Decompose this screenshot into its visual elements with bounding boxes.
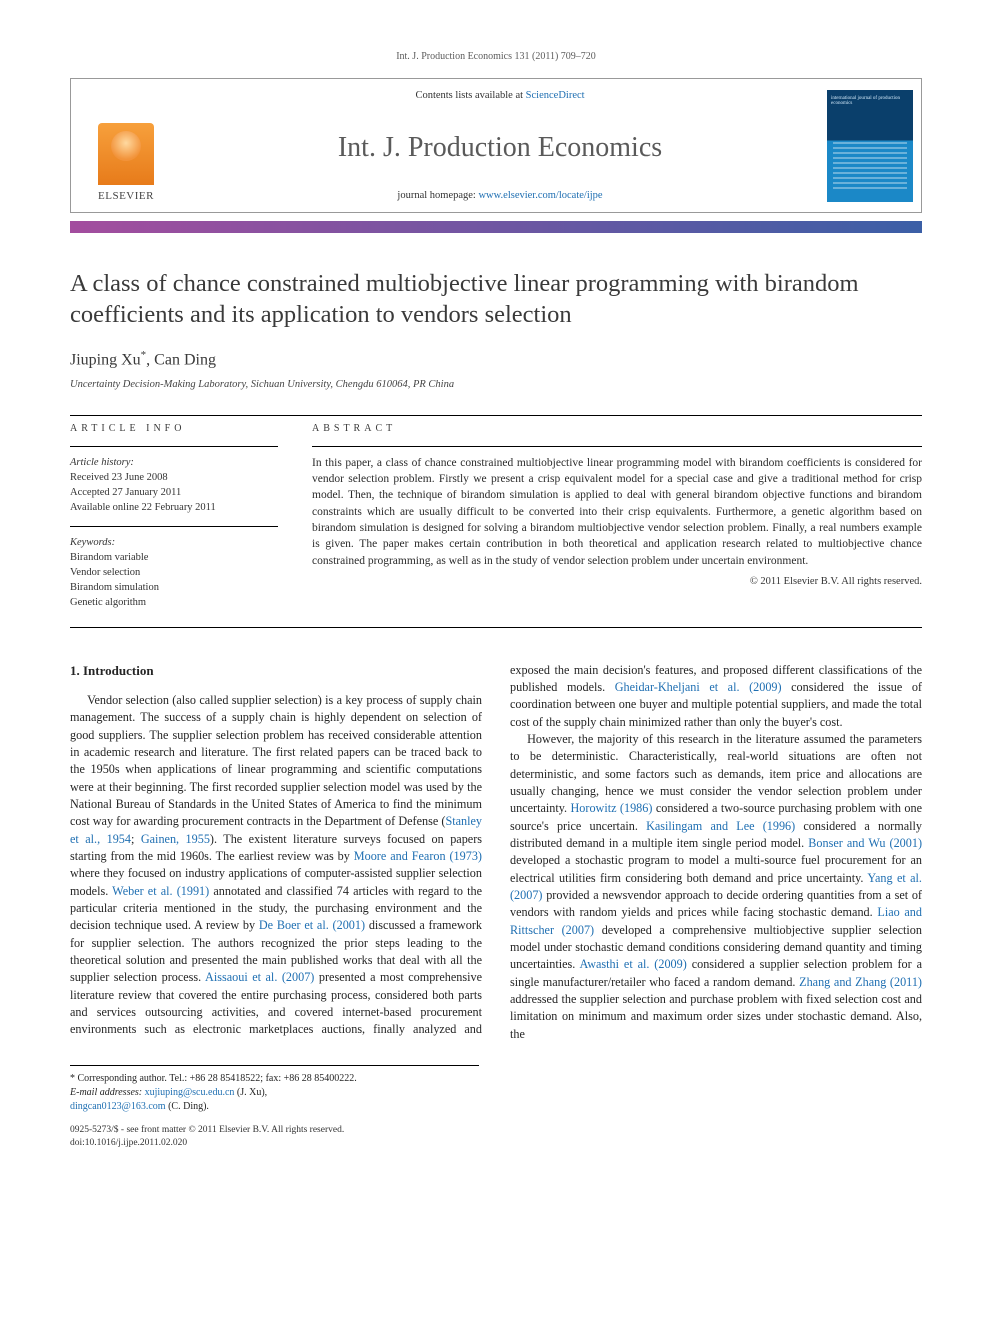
- ref-awasthi-2009[interactable]: Awasthi et al. (2009): [580, 957, 687, 971]
- abstract-head: ABSTRACT: [312, 422, 922, 436]
- email-label: E-mail addresses:: [70, 1087, 142, 1098]
- email-line: E-mail addresses: xujiuping@scu.edu.cn (…: [70, 1086, 479, 1114]
- ref-aissaoui-2007[interactable]: Aissaoui et al. (2007): [205, 970, 314, 984]
- keywords-label: Keywords:: [70, 537, 115, 548]
- p1-sep1: ;: [131, 832, 141, 846]
- author-rest: , Can Ding: [146, 352, 216, 369]
- p2-d: developed a stochastic program to model …: [510, 853, 922, 884]
- cover-thumb-block: international journal of production econ…: [819, 79, 921, 212]
- p2-h: addressed the supplier selection and pur…: [510, 992, 922, 1041]
- contents-prefix: Contents lists available at: [415, 90, 525, 101]
- keyword-1: Birandom variable: [70, 552, 148, 563]
- cover-lines-decoration: [833, 142, 907, 196]
- info-rule: [70, 446, 278, 447]
- keywords-block: Keywords: Birandom variable Vendor selec…: [70, 535, 278, 611]
- ref-zhang-2011[interactable]: Zhang and Zhang (2011): [799, 975, 922, 989]
- bottom-rule: [70, 627, 922, 628]
- author-1: Jiuping Xu: [70, 352, 141, 369]
- publisher-name: ELSEVIER: [98, 189, 154, 204]
- corresponding-footer: * Corresponding author. Tel.: +86 28 854…: [70, 1065, 479, 1151]
- email-ding-who: (C. Ding).: [166, 1101, 209, 1112]
- body-paragraph-2: However, the majority of this research i…: [510, 731, 922, 1043]
- section-num: 1.: [70, 663, 80, 678]
- article-body: 1. Introduction Vendor selection (also c…: [70, 662, 922, 1043]
- top-rule: [70, 415, 922, 416]
- article-info-column: ARTICLE INFO Article history: Received 2…: [70, 422, 278, 621]
- history-received: Received 23 June 2008: [70, 472, 168, 483]
- ref-kasilingam-1996[interactable]: Kasilingam and Lee (1996): [646, 819, 795, 833]
- ref-gainen-1955[interactable]: Gainen, 1955: [141, 832, 210, 846]
- masthead-center: Contents lists available at ScienceDirec…: [181, 79, 819, 212]
- keyword-2: Vendor selection: [70, 567, 140, 578]
- author-list: Jiuping Xu*, Can Ding: [70, 348, 922, 372]
- journal-homepage-link[interactable]: www.elsevier.com/locate/ijpe: [478, 190, 602, 201]
- cover-caption: international journal of production econ…: [831, 96, 909, 107]
- abstract-copyright: © 2011 Elsevier B.V. All rights reserved…: [312, 575, 922, 590]
- info-rule-2: [70, 526, 278, 527]
- issn-doi-block: 0925-5273/$ - see front matter © 2011 El…: [70, 1124, 479, 1151]
- journal-masthead: ELSEVIER Contents lists available at Sci…: [70, 78, 922, 213]
- article-info-head: ARTICLE INFO: [70, 422, 278, 436]
- masthead-colorbar: [70, 221, 922, 233]
- email-xu-who: (J. Xu),: [234, 1087, 267, 1098]
- email-xu[interactable]: xujiuping@scu.edu.cn: [145, 1087, 235, 1098]
- p2-e: provided a newsvendor approach to decide…: [510, 888, 922, 919]
- article-history: Article history: Received 23 June 2008 A…: [70, 455, 278, 516]
- ref-horowitz-1986[interactable]: Horowitz (1986): [570, 801, 652, 815]
- p1-a: Vendor selection (also called supplier s…: [70, 693, 482, 828]
- running-head: Int. J. Production Economics 131 (2011) …: [70, 50, 922, 64]
- email-ding[interactable]: dingcan0123@163.com: [70, 1101, 166, 1112]
- doi-line: doi:10.1016/j.ijpe.2011.02.020: [70, 1137, 479, 1150]
- ref-moore-fearon-1973[interactable]: Moore and Fearon (1973): [354, 849, 482, 863]
- journal-homepage-line: journal homepage: www.elsevier.com/locat…: [397, 189, 602, 204]
- ref-gheidar-2009[interactable]: Gheidar-Kheljani et al. (2009): [615, 680, 782, 694]
- abstract-rule: [312, 446, 922, 447]
- issn-line: 0925-5273/$ - see front matter © 2011 El…: [70, 1124, 479, 1137]
- article-title: A class of chance constrained multiobjec…: [70, 269, 922, 330]
- section-1-heading: 1. Introduction: [70, 662, 482, 680]
- history-label: Article history:: [70, 457, 134, 468]
- keyword-4: Genetic algorithm: [70, 597, 146, 608]
- affiliation: Uncertainty Decision-Making Laboratory, …: [70, 378, 922, 393]
- abstract-column: ABSTRACT In this paper, a class of chanc…: [312, 422, 922, 621]
- corresponding-line: * Corresponding author. Tel.: +86 28 854…: [70, 1072, 479, 1086]
- ref-deboer-2001[interactable]: De Boer et al. (2001): [259, 918, 365, 932]
- homepage-prefix: journal homepage:: [397, 190, 478, 201]
- history-online: Available online 22 February 2011: [70, 502, 216, 513]
- ref-bonser-2001[interactable]: Bonser and Wu (2001): [808, 836, 922, 850]
- sciencedirect-link[interactable]: ScienceDirect: [526, 90, 585, 101]
- ref-weber-1991[interactable]: Weber et al. (1991): [112, 884, 209, 898]
- publisher-logo-block: ELSEVIER: [71, 79, 181, 212]
- section-title: Introduction: [83, 663, 154, 678]
- contents-available-line: Contents lists available at ScienceDirec…: [415, 89, 584, 104]
- history-accepted: Accepted 27 January 2011: [70, 487, 181, 498]
- abstract-text: In this paper, a class of chance constra…: [312, 455, 922, 569]
- elsevier-tree-icon: [98, 123, 154, 185]
- journal-cover-thumbnail: international journal of production econ…: [827, 90, 913, 202]
- keyword-3: Birandom simulation: [70, 582, 159, 593]
- journal-title: Int. J. Production Economics: [338, 128, 662, 167]
